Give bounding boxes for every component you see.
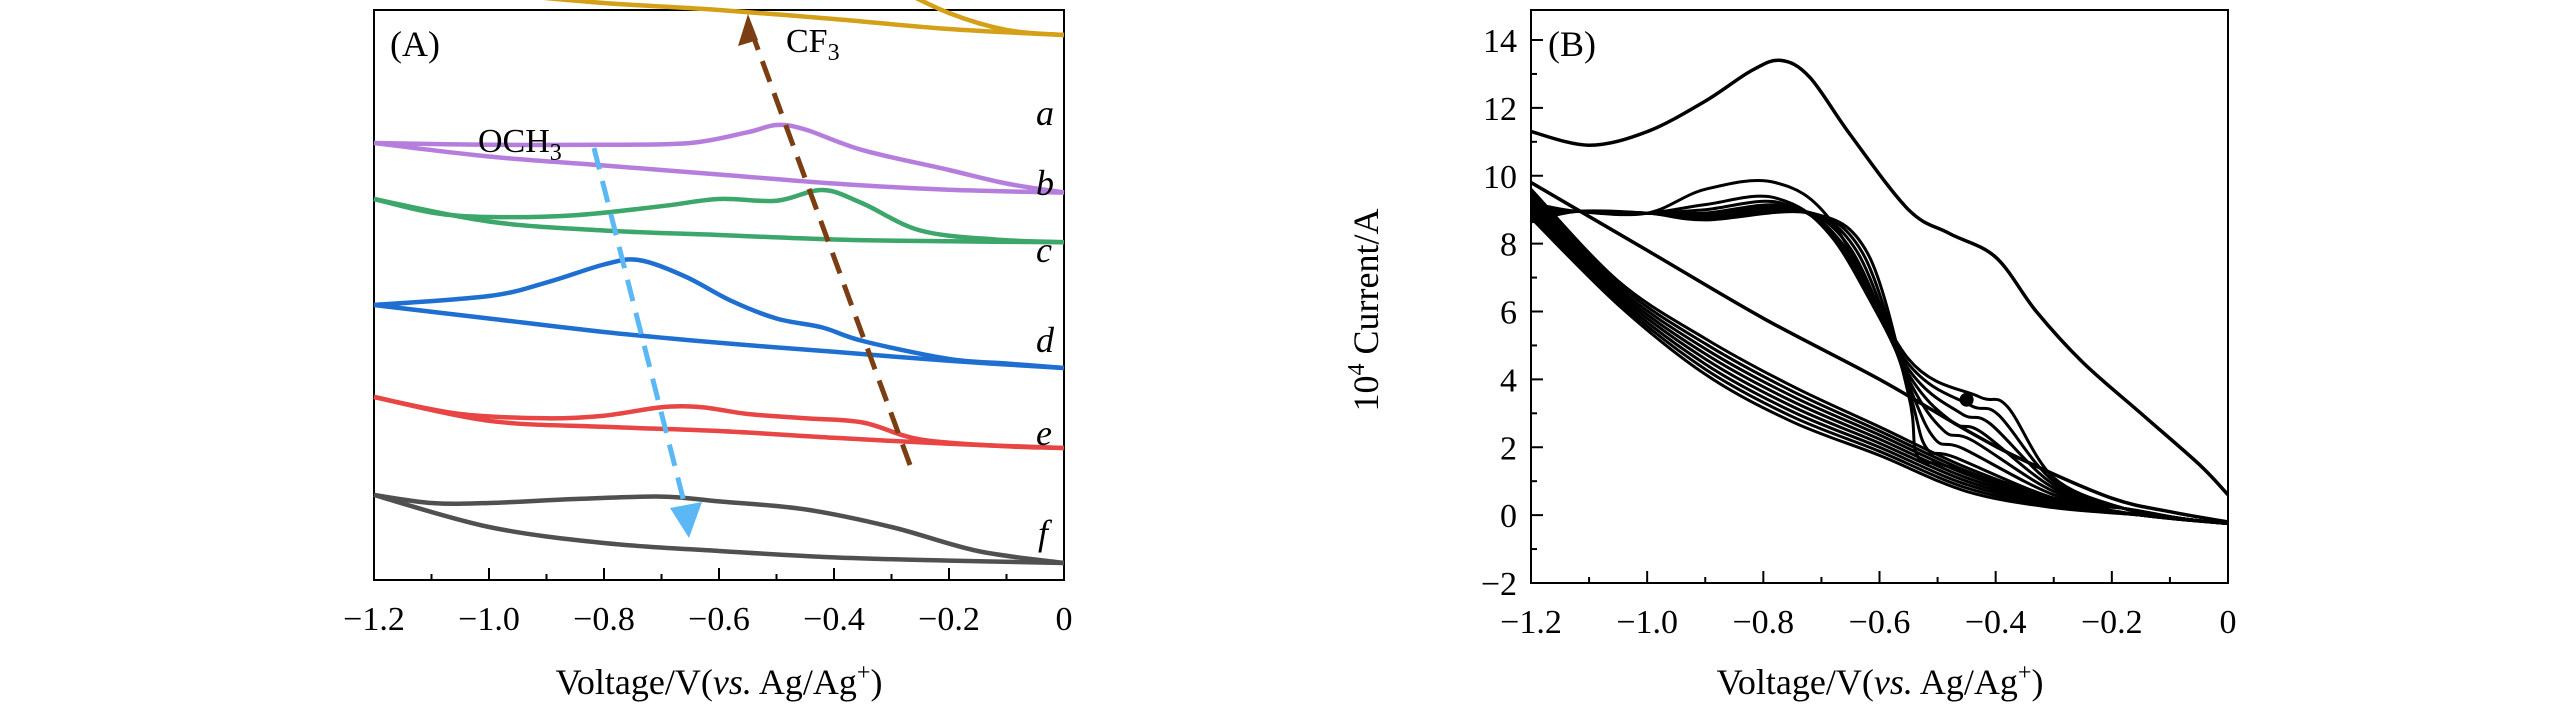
- inner-cycle-reverse-5: [1529, 204, 2229, 526]
- panel-b-chart: (B) −1.2 −1.0 −0.8 −0.6 −0.4 −0.2 0 −2 0 2 4 6 8 10 1…: [1344, 9, 2237, 702]
- trace-f-reverse: [373, 492, 1065, 566]
- trace-f-forward: [373, 492, 1065, 566]
- panel-a-x-tick-label: 0: [1056, 601, 1073, 638]
- trace-label-a: a: [1036, 93, 1054, 133]
- panel-b-x-tick-label: 0: [2220, 604, 2237, 641]
- panel-b-x-axis-title: Voltage/V(vs. Ag/Ag+): [1717, 660, 2044, 702]
- panel-b-y-tick-label: 4: [1500, 362, 1517, 399]
- panel-a-x-tick-label: −0.8: [573, 601, 635, 638]
- trace-b-reverse: [373, 140, 1065, 195]
- inner-cycle-reverse-6: [1529, 208, 2229, 526]
- inner-cycle-reverse-1: [1529, 188, 2229, 526]
- trace-c-reverse: [373, 196, 1065, 245]
- outer-cycle-forward: [1530, 58, 2230, 496]
- trace-label-c: c: [1036, 230, 1052, 270]
- panel-b-x-tick-label: −0.8: [1732, 604, 1794, 641]
- inner-cycle-forward-3: [1530, 199, 2229, 526]
- panel-b-x-tick-label: −0.2: [2081, 604, 2143, 641]
- panel-a-x-ticks: −1.2 −1.0 −0.8 −0.6 −0.4 −0.2 0: [343, 568, 1073, 638]
- panel-b-y-tick-label: 6: [1500, 295, 1517, 332]
- panel-b-y-tick-label: 10: [1483, 159, 1517, 196]
- panel-a-chart: (A) abc d e f −1.2 −1.0 −0.8 −0.6 −0.4 −0.2 0 CF3…: [343, 0, 1073, 702]
- trace-e-reverse: [373, 394, 1065, 451]
- cf3-arrow-head: [738, 14, 758, 46]
- panel-a-x-axis-title: Voltage/V(vs. Ag/Ag+): [556, 660, 883, 702]
- trace-label-d: d: [1036, 320, 1055, 360]
- trace-label-f: f: [1038, 513, 1053, 553]
- cf3-label: CF3: [786, 23, 840, 66]
- inner-cycle-reverse-8: [1529, 216, 2229, 526]
- trace-d-reverse: [373, 302, 1065, 371]
- inner-cycle-forward-8: [1530, 209, 2229, 526]
- och3-arrow-head: [670, 502, 702, 538]
- och3-arrow: [591, 147, 689, 511]
- panel-b-y-axis-title: 104 Current/A: [1344, 209, 1386, 412]
- panel-b-y-ticks: −2 0 2 4 6 8 10 12 14: [1481, 23, 1543, 603]
- inner-cycle-forward-6: [1530, 206, 2229, 526]
- inner-cycle-forward-5: [1530, 204, 2229, 526]
- trace-a-forward: [914, 0, 1065, 38]
- panel-b-y-tick-label: 0: [1500, 498, 1517, 535]
- panel-b-y-tick-label: 14: [1483, 23, 1517, 60]
- inner-cycle-reverse-4: [1529, 200, 2229, 526]
- och3-label: OCH3: [478, 123, 562, 166]
- panel-a-x-tick-label: −1.2: [343, 601, 405, 638]
- panel-b-x-tick-label: −1.0: [1616, 604, 1678, 641]
- panel-a-traces: abc d e f: [373, 0, 1065, 566]
- panel-a-x-tick-label: −0.2: [918, 601, 980, 638]
- panel-b-x-ticks: −1.2 −1.0 −0.8 −0.6 −0.4 −0.2 0: [1500, 571, 2237, 641]
- panel-b-x-tick-label: −0.6: [1849, 604, 1911, 641]
- panel-b-y-tick-label: 8: [1500, 227, 1517, 264]
- trace-e-forward: [373, 394, 1065, 451]
- panel-a-label: (A): [390, 24, 440, 64]
- trace-c-forward: [373, 187, 1065, 245]
- cf3-arrow: [745, 21, 913, 466]
- outer-cycle-reverse: [1530, 180, 2229, 524]
- trace-b-forward: [373, 122, 1065, 195]
- panel-a-x-tick-label: −0.4: [803, 601, 865, 638]
- panel-a-annotations: CF3 OCH3: [478, 14, 913, 538]
- panel-b-x-tick-label: −0.4: [1965, 604, 2027, 641]
- trace-label-b: b: [1036, 163, 1054, 203]
- trace-label-e: e: [1036, 413, 1052, 453]
- inner-cycle-reverse-3: [1529, 196, 2229, 526]
- panel-b-traces: [1529, 58, 2230, 526]
- cycle-marker-dot: [1959, 392, 1974, 407]
- panel-b-y-tick-label: 2: [1500, 430, 1517, 467]
- panel-b-x-tick-label: −1.2: [1500, 604, 1562, 641]
- inner-cycle-reverse-7: [1529, 212, 2229, 526]
- panel-a-x-tick-label: −1.0: [458, 601, 520, 638]
- inner-cycle-forward-7: [1530, 208, 2229, 526]
- inner-cycle-forward-4: [1530, 203, 2229, 526]
- panel-b-y-tick-label: −2: [1481, 566, 1517, 603]
- trace-a-reverse: [542, 0, 1065, 38]
- inner-cycle-forward-1: [1530, 179, 2229, 526]
- panel-a-x-tick-label: −0.6: [688, 601, 750, 638]
- panel-b-y-tick-label: 12: [1483, 91, 1517, 128]
- panel-b-label: (B): [1548, 24, 1596, 64]
- trace-d-forward: [373, 257, 1065, 371]
